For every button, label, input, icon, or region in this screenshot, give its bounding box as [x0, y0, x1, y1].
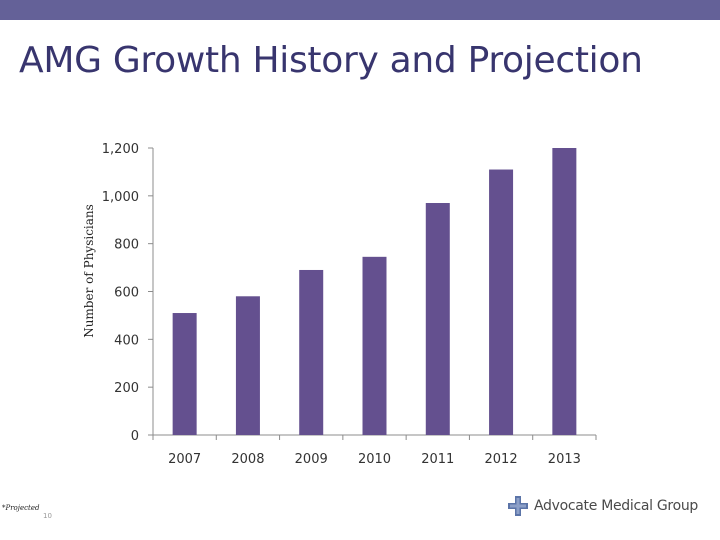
- bar: [172, 313, 197, 435]
- y-tick-label: 600: [114, 286, 139, 301]
- x-tick-label: 2011: [421, 452, 454, 467]
- bar: [362, 256, 387, 435]
- slide-title: AMG Growth History and Projection: [19, 40, 643, 81]
- advocate-logo: Advocate Medical Group: [507, 494, 698, 518]
- cross-logo-icon: [508, 496, 528, 516]
- top-banner: [0, 0, 720, 20]
- x-tick-label: 2013: [548, 452, 581, 467]
- y-tick-label: 200: [114, 381, 139, 396]
- y-tick-label: 0: [131, 429, 139, 444]
- x-tick-label: 2009: [295, 452, 328, 467]
- y-tick-label: 800: [114, 238, 139, 253]
- x-tick-label: 2008: [231, 452, 264, 467]
- x-tick-label: 2010: [358, 452, 391, 467]
- y-tick-label: 1,200: [102, 142, 139, 157]
- bar: [552, 148, 577, 435]
- x-tick-label: 2007: [168, 452, 201, 467]
- x-tick-label: 2012: [485, 452, 518, 467]
- bar: [425, 203, 450, 435]
- logo-text: Advocate Medical Group: [534, 498, 699, 514]
- y-axis-title: Number of Physicians: [82, 204, 96, 338]
- y-tick-label: 400: [114, 333, 139, 348]
- y-tick-label: 1,000: [102, 190, 139, 205]
- bar: [489, 169, 514, 435]
- page-number: 10: [43, 512, 52, 520]
- projected-footnote: *Projected: [2, 504, 40, 512]
- bar: [235, 296, 260, 435]
- bar: [299, 269, 324, 435]
